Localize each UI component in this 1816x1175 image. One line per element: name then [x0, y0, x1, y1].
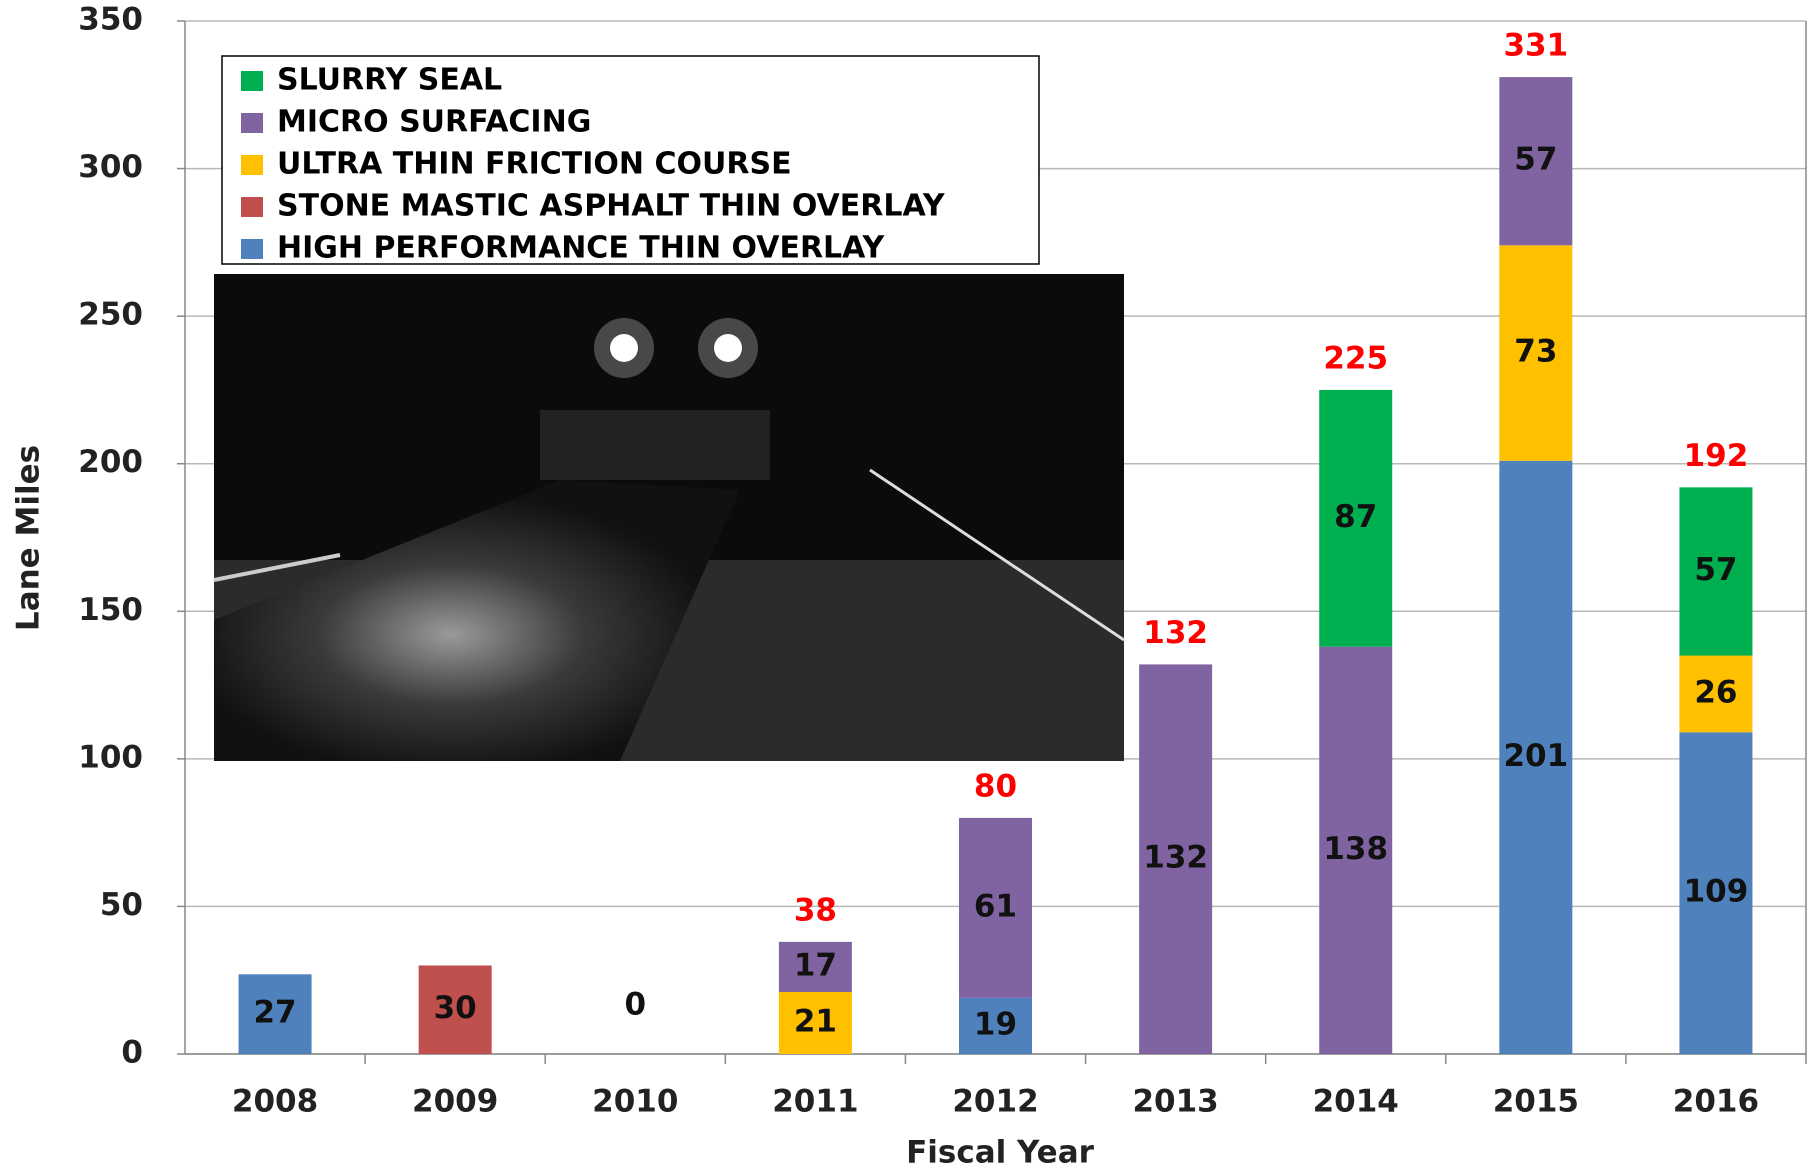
bar-segment	[778, 992, 852, 1054]
bar-segment	[1499, 77, 1573, 246]
data-label: 30	[434, 990, 477, 1026]
x-tick-label: 2015	[1493, 1084, 1579, 1120]
bar-segment	[418, 965, 492, 1054]
y-tick-label: 50	[100, 887, 143, 923]
data-label: 26	[1694, 674, 1737, 710]
data-label: 201	[1503, 738, 1568, 774]
total-label: 38	[794, 892, 837, 928]
legend-swatch	[241, 113, 263, 133]
legend-label: SLURRY SEAL	[277, 63, 502, 98]
bar-segment	[1499, 245, 1573, 461]
data-label: 21	[794, 1004, 837, 1040]
data-label: 27	[253, 995, 296, 1031]
total-label: 132	[1143, 615, 1208, 651]
data-label: 73	[1514, 334, 1557, 370]
data-label: 17	[794, 947, 837, 983]
bar-segment	[1679, 487, 1753, 656]
y-tick-label: 150	[78, 592, 143, 628]
data-label: 109	[1684, 874, 1749, 910]
bar-segment	[1139, 664, 1213, 1054]
axes: Fiscal Year Lane Miles 0 50 100 150 200 250 30…	[11, 2, 1760, 1171]
x-tick-label: 2011	[772, 1084, 858, 1120]
data-label: 57	[1514, 142, 1557, 178]
data-label: 19	[974, 1006, 1017, 1042]
total-label: 331	[1503, 28, 1568, 64]
data-label: 87	[1334, 499, 1377, 535]
x-tick-label: 2016	[1673, 1084, 1759, 1120]
total-label: 80	[974, 768, 1017, 804]
data-label: 57	[1694, 552, 1737, 588]
total-label: 225	[1323, 340, 1388, 376]
legend: HIGH PERFORMANCE THIN OVERLAY STONE MASTI…	[221, 55, 1040, 266]
bar-segment	[778, 941, 852, 993]
y-tick-label: 0	[121, 1035, 143, 1071]
legend-swatch	[241, 197, 263, 217]
data-label: 138	[1323, 831, 1388, 867]
legend-label: STONE MASTIC ASPHALT THIN OVERLAY	[277, 189, 946, 224]
total-label: 192	[1684, 438, 1749, 474]
x-tick-label: 2013	[1132, 1084, 1218, 1120]
bar-segment	[1319, 646, 1393, 1054]
bar-segment	[959, 997, 1032, 1054]
x-axis-label: Fiscal Year	[906, 1135, 1095, 1171]
data-label: 132	[1143, 840, 1208, 876]
bar-segment	[1499, 460, 1573, 1055]
x-tick-label: 2012	[952, 1084, 1038, 1120]
bar-segment	[1319, 389, 1393, 647]
legend-swatch	[241, 155, 263, 175]
legend-label: ULTRA THIN FRICTION COURSE	[277, 147, 792, 182]
x-tick-label: 2014	[1313, 1084, 1399, 1120]
bar-segment	[1679, 732, 1753, 1054]
data-label: 0	[624, 987, 646, 1023]
y-tick-label: 200	[78, 444, 143, 480]
bar-segment	[959, 817, 1032, 998]
photo	[213, 274, 1125, 761]
data-label: 61	[974, 888, 1017, 924]
y-tick-label: 100	[78, 739, 143, 775]
y-tick-label: 350	[78, 2, 143, 38]
legend-label: MICRO SURFACING	[277, 105, 591, 140]
y-tick-label: 300	[78, 149, 143, 185]
bars: 27 30 0 21 17 38 19 61 80 132 132 138 87 225 201 73 57 33…	[238, 28, 1753, 1055]
bar-segment	[1679, 655, 1753, 733]
x-tick-label: 2009	[412, 1084, 498, 1120]
legend-swatch	[241, 71, 263, 91]
y-tick-label: 250	[78, 297, 143, 333]
y-axis-label: Lane Miles	[11, 445, 47, 631]
x-tick-label: 2008	[232, 1084, 318, 1120]
legend-swatch	[241, 239, 263, 259]
x-tick-label: 2010	[592, 1084, 678, 1120]
bar-segment	[238, 974, 312, 1054]
legend-label: HIGH PERFORMANCE THIN OVERLAY	[277, 231, 886, 266]
